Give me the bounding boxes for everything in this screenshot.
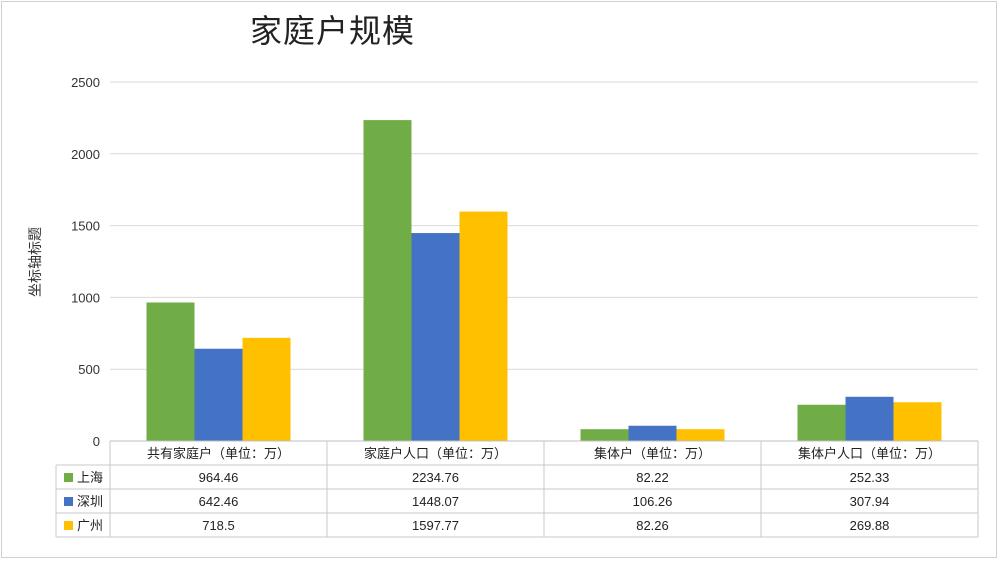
bar-上海-1 xyxy=(363,120,412,441)
y-tick-label: 2500 xyxy=(71,75,100,90)
series-name: 深圳 xyxy=(77,495,103,510)
table-cell-value: 642.46 xyxy=(199,494,239,509)
y-tick-label: 1000 xyxy=(71,290,100,305)
bar-深圳-1 xyxy=(411,233,460,441)
table-cell-value: 2234.76 xyxy=(412,470,459,485)
table-cell-value: 964.46 xyxy=(199,470,239,485)
series-name: 上海 xyxy=(77,471,103,486)
bar-深圳-3 xyxy=(845,396,894,441)
table-cell-value: 82.22 xyxy=(636,470,669,485)
category-label: 集体户人口（单位：万） xyxy=(798,446,941,462)
legend-swatch xyxy=(64,473,73,482)
data-table: 共有家庭户（单位：万） 家庭户人口（单位：万） 集体户（单位：万） 集体户人口（单位：… xyxy=(55,440,979,538)
y-tick-label: 2000 xyxy=(71,147,100,162)
chart-title: 家庭户规模 xyxy=(250,12,416,50)
y-axis-label: 坐标轴标题 xyxy=(28,227,44,297)
category-label: 家庭户人口（单位：万） xyxy=(364,446,507,462)
table-cell-value: 82.26 xyxy=(636,518,669,533)
series-name: 广州 xyxy=(77,519,103,534)
table-cell-value: 307.94 xyxy=(850,494,890,509)
category-label: 共有家庭户（单位：万） xyxy=(147,446,290,462)
bar-广州-1 xyxy=(459,211,508,441)
table-cell-value: 269.88 xyxy=(850,518,890,533)
bar-深圳-2 xyxy=(628,425,677,441)
y-tick-label: 1500 xyxy=(71,219,100,234)
bar-上海-0 xyxy=(146,302,195,441)
category-label: 集体户（单位：万） xyxy=(594,446,711,462)
table-cell-value: 1448.07 xyxy=(412,494,459,509)
y-tick-label: 0 xyxy=(93,434,100,449)
bar-深圳-0 xyxy=(194,348,243,441)
y-axis-ticks: 0 500 1000 1500 2000 2500 xyxy=(71,75,100,449)
table-cell-value: 718.5 xyxy=(202,518,235,533)
bar-广州-3 xyxy=(893,402,942,441)
legend-swatch xyxy=(64,521,73,530)
bar-上海-2 xyxy=(580,429,629,441)
table-cell-value: 1597.77 xyxy=(412,518,459,533)
legend-swatch xyxy=(64,497,73,506)
bars xyxy=(146,120,942,441)
y-tick-label: 500 xyxy=(78,362,100,377)
table-cell-value: 252.33 xyxy=(850,470,890,485)
table-cell-value: 106.26 xyxy=(633,494,673,509)
bar-广州-0 xyxy=(242,337,291,441)
bar-广州-2 xyxy=(676,429,725,441)
bar-上海-3 xyxy=(797,404,846,441)
